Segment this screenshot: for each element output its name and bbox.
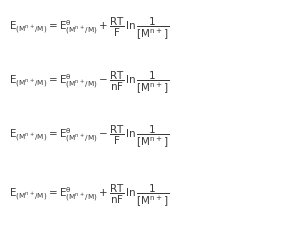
Text: $\mathsf{E_{(M^{n+}/M)} = E^{\theta}_{(M^{n+}/M)} - \dfrac{RT}{F}\,ln\,\dfrac{1}: $\mathsf{E_{(M^{n+}/M)} = E^{\theta}_{(M… [9,124,170,150]
Text: $\mathsf{E_{(M^{n+}/M)} = E^{\theta}_{(M^{n+}/M)} + \dfrac{RT}{nF}\,ln\,\dfrac{1: $\mathsf{E_{(M^{n+}/M)} = E^{\theta}_{(M… [9,183,170,209]
Text: $\mathsf{E_{(M^{n+}/M)} = E^{\theta}_{(M^{n+}/M)} - \dfrac{RT}{nF}\,ln\,\dfrac{1: $\mathsf{E_{(M^{n+}/M)} = E^{\theta}_{(M… [9,70,170,96]
Text: $\mathsf{E_{(M^{n+}/M)} = E^{\theta}_{(M^{n+}/M)} + \dfrac{RT}{F}\,ln\,\dfrac{1}: $\mathsf{E_{(M^{n+}/M)} = E^{\theta}_{(M… [9,16,170,42]
